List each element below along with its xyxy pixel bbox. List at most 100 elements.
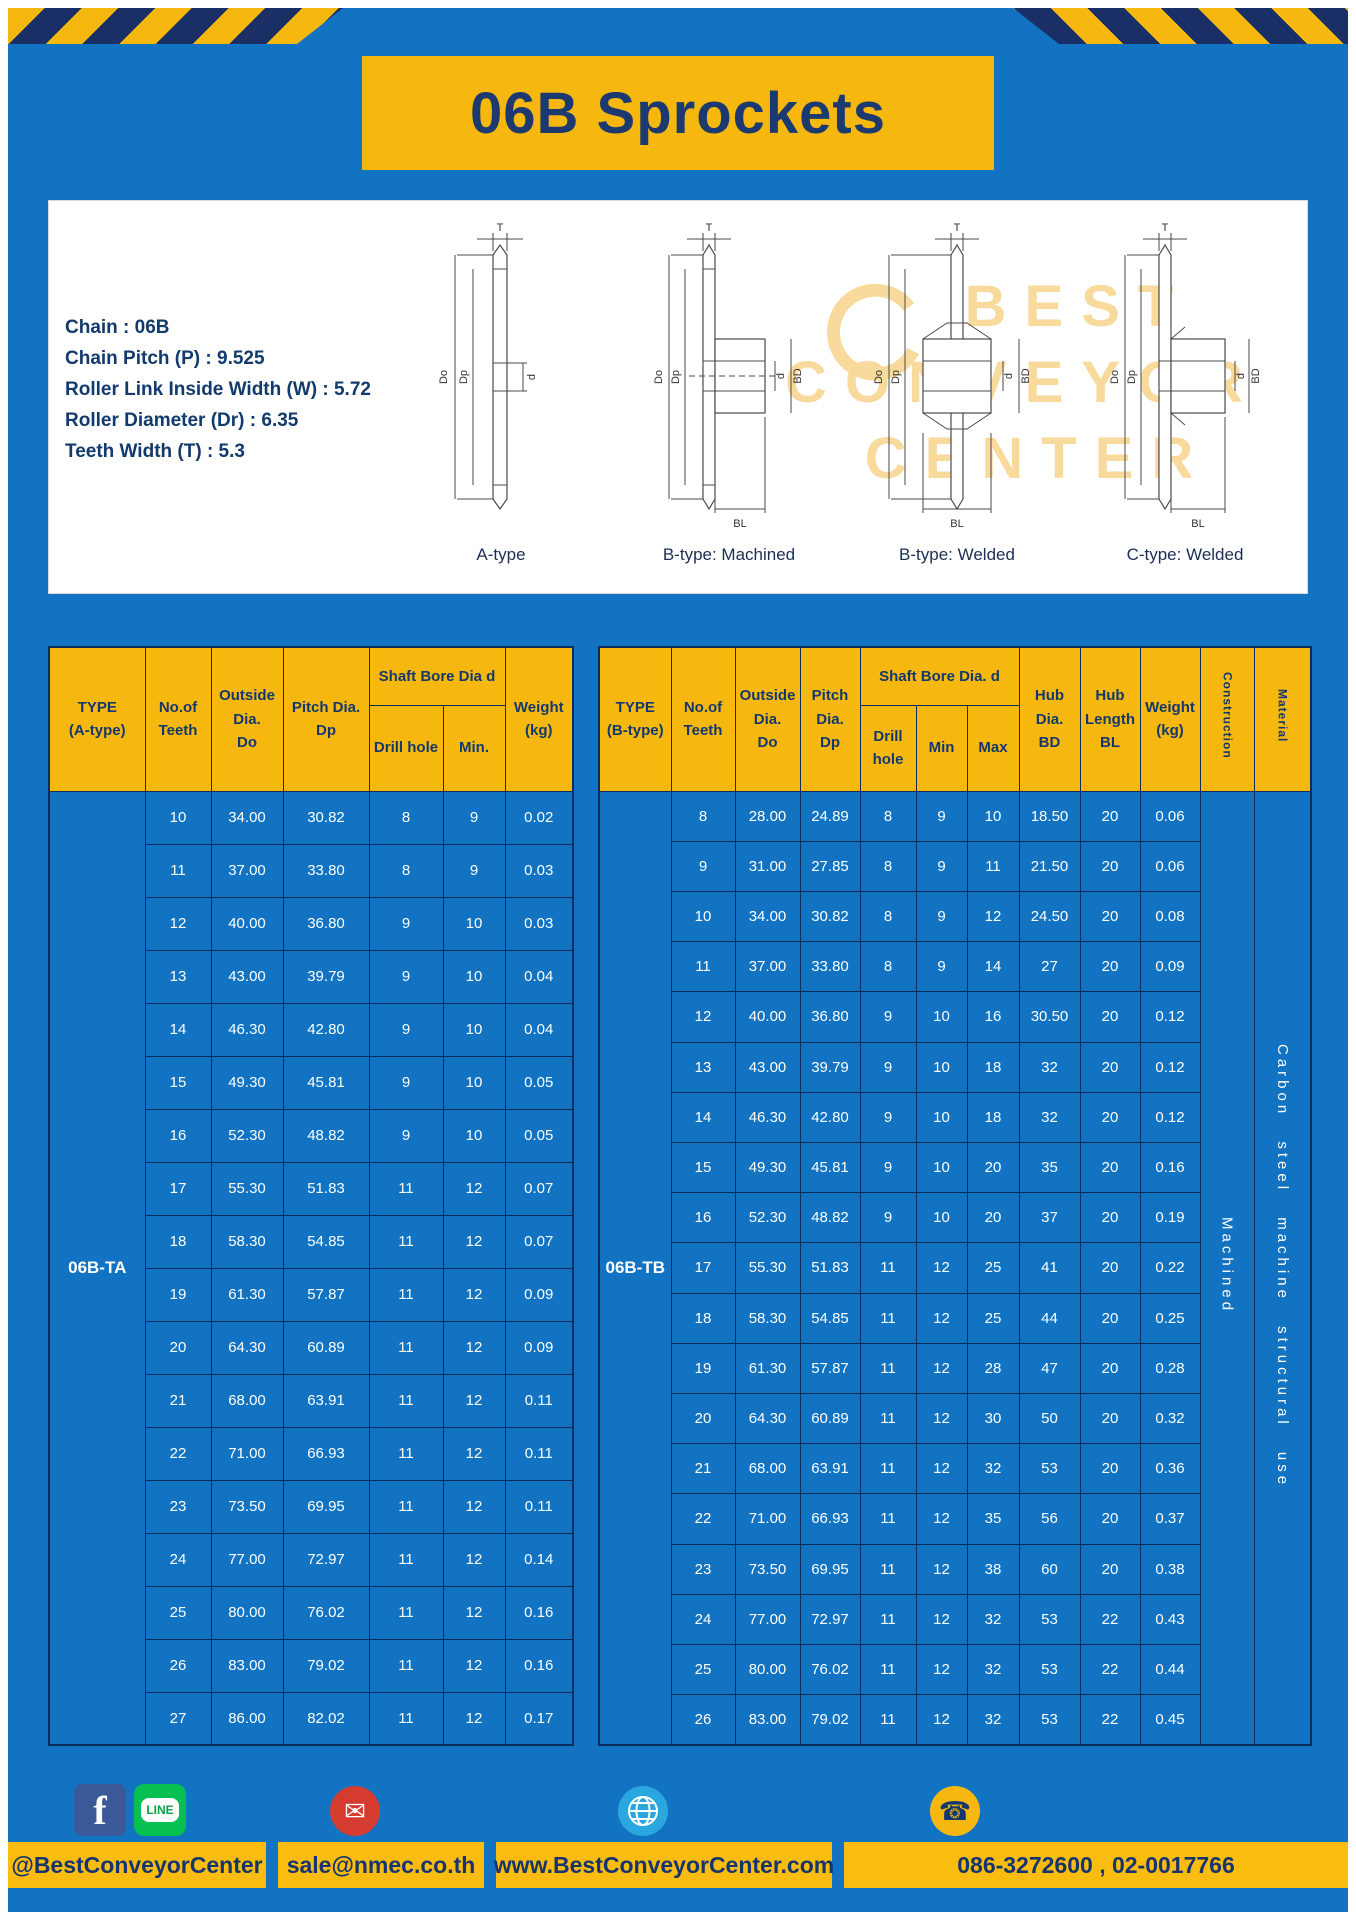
value-cell: 56 xyxy=(1018,1493,1081,1545)
value-cell: 0.06 xyxy=(1139,790,1201,842)
mail-icon[interactable]: ✉ xyxy=(330,1786,380,1836)
value-cell: 47 xyxy=(1018,1342,1081,1394)
value-cell: 10 xyxy=(670,890,736,943)
value-cell: 63.91 xyxy=(799,1443,861,1495)
b-type-table: TYPE (B-type) No.of Teeth Outside Dia. D… xyxy=(598,646,1312,1746)
value-cell: 12 xyxy=(442,1691,506,1746)
value-cell: 20 xyxy=(1079,890,1141,943)
header-hub-length: Hub Length BL xyxy=(1079,646,1141,792)
table-row: 18 58.30 54.85 11 12 25 44 20 0.25 xyxy=(599,1292,1311,1344)
footer-facebook-handle[interactable]: @BestConveyorCenter xyxy=(8,1842,266,1888)
value-cell: 11 xyxy=(859,1694,917,1746)
value-cell: 30.50 xyxy=(1018,991,1081,1043)
value-cell: 21 xyxy=(670,1443,736,1495)
value-cell: 18 xyxy=(966,1041,1020,1093)
line-glyph: LINE xyxy=(146,1803,174,1817)
value-cell: 61.30 xyxy=(210,1267,284,1322)
value-cell: 0.12 xyxy=(1139,1041,1201,1093)
value-cell: 9 xyxy=(368,1108,444,1163)
value-cell: 11 xyxy=(670,941,736,993)
value-cell: 20 xyxy=(1079,1141,1141,1194)
value-cell: 37 xyxy=(1018,1192,1081,1244)
mail-glyph: ✉ xyxy=(344,1795,366,1826)
value-cell: 15 xyxy=(144,1055,212,1110)
value-cell: 13 xyxy=(144,949,212,1004)
value-cell: 30 xyxy=(966,1392,1020,1445)
table-row: 11 37.00 33.80 8 9 0.03 xyxy=(49,843,574,898)
value-cell: 32 xyxy=(1018,1091,1081,1143)
value-cell: 39.79 xyxy=(799,1041,861,1093)
value-cell: 11 xyxy=(368,1532,444,1587)
value-cell: 0.03 xyxy=(504,843,574,898)
value-cell: 49.30 xyxy=(210,1055,284,1110)
value-cell: 0.16 xyxy=(504,1585,574,1640)
caption-a-type: A-type xyxy=(476,545,526,564)
phone-icon[interactable]: ☎ xyxy=(930,1786,980,1836)
header-drill-hole: Drill hole xyxy=(859,704,917,792)
value-cell: 11 xyxy=(368,1214,444,1269)
footer-phone-numbers[interactable]: 086-3272600 , 02-0017766 xyxy=(844,1842,1348,1888)
value-cell: 42.80 xyxy=(799,1091,861,1143)
table-row: 10 34.00 30.82 8 9 12 24.50 20 0.08 xyxy=(599,890,1311,943)
value-cell: 83.00 xyxy=(210,1638,284,1693)
table-row: 14 46.30 42.80 9 10 0.04 xyxy=(49,1002,574,1057)
header-material: Material xyxy=(1253,646,1312,792)
value-cell: 9 xyxy=(670,840,736,892)
value-cell: 22 xyxy=(670,1493,736,1545)
hazard-stripe-right xyxy=(1013,8,1348,44)
value-cell: 71.00 xyxy=(734,1493,801,1545)
value-cell: 12 xyxy=(442,1161,506,1216)
header-drill-hole: Drill hole xyxy=(368,704,444,792)
dim-label-t: T xyxy=(706,222,713,234)
value-cell: 12 xyxy=(442,1585,506,1640)
value-cell: 12 xyxy=(915,1593,968,1645)
value-cell: 24.89 xyxy=(799,790,861,842)
dim-label-do: Do xyxy=(438,370,450,384)
material-cell-text: Carbon steel machine structural use xyxy=(1273,1043,1291,1488)
value-cell: 10 xyxy=(442,896,506,951)
dim-label-dp: Dp xyxy=(1126,370,1138,384)
header-min: Min xyxy=(915,704,968,792)
table-row: 16 52.30 48.82 9 10 20 37 20 0.19 xyxy=(599,1192,1311,1244)
dim-label-d: d xyxy=(526,374,538,380)
value-cell: 9 xyxy=(368,1055,444,1110)
value-cell: 12 xyxy=(442,1479,506,1534)
value-cell: 52.30 xyxy=(210,1108,284,1163)
type-cell: 06B-TB xyxy=(598,790,672,1746)
header-max: Max xyxy=(966,704,1020,792)
table-row: 11 37.00 33.80 8 9 14 27 20 0.09 xyxy=(599,941,1311,993)
b-type-machined-sprocket-drawing: T Do Dp d BD BL xyxy=(653,222,804,530)
table-row: 20 64.30 60.89 11 12 0.09 xyxy=(49,1320,574,1375)
caption-c-type-welded: C-type: Welded xyxy=(1126,545,1244,564)
value-cell: 19 xyxy=(670,1342,736,1394)
dim-label-bl: BL xyxy=(950,518,963,530)
value-cell: 10 xyxy=(442,1055,506,1110)
value-cell: 32 xyxy=(1018,1041,1081,1093)
value-cell: 0.11 xyxy=(504,1479,574,1534)
value-cell: 27.85 xyxy=(799,840,861,892)
header-shaft-bore: Shaft Bore Dia d xyxy=(368,646,506,706)
header-weight: Weight (kg) xyxy=(504,646,574,792)
value-cell: 12 xyxy=(915,1694,968,1746)
line-icon[interactable]: LINE xyxy=(134,1784,186,1836)
value-cell: 76.02 xyxy=(282,1585,370,1640)
value-cell: 20 xyxy=(966,1192,1020,1244)
value-cell: 33.80 xyxy=(799,941,861,993)
value-cell: 12 xyxy=(915,1242,968,1294)
header-min: Min. xyxy=(442,704,506,792)
table-row: 15 49.30 45.81 9 10 0.05 xyxy=(49,1055,574,1110)
value-cell: 22 xyxy=(144,1426,212,1481)
value-cell: 76.02 xyxy=(799,1643,861,1696)
value-cell: 57.87 xyxy=(282,1267,370,1322)
footer-website[interactable]: www.BestConveyorCenter.com xyxy=(494,1842,834,1888)
footer-email[interactable]: sale@nmec.co.th xyxy=(278,1842,484,1888)
value-cell: 11 xyxy=(859,1242,917,1294)
value-cell: 22 xyxy=(1079,1643,1141,1696)
value-cell: 12 xyxy=(915,1292,968,1344)
value-cell: 0.16 xyxy=(504,1638,574,1693)
facebook-icon[interactable]: f xyxy=(74,1784,126,1836)
globe-icon[interactable] xyxy=(618,1786,668,1836)
value-cell: 14 xyxy=(144,1002,212,1057)
value-cell: 0.38 xyxy=(1139,1543,1201,1595)
value-cell: 37.00 xyxy=(210,843,284,898)
